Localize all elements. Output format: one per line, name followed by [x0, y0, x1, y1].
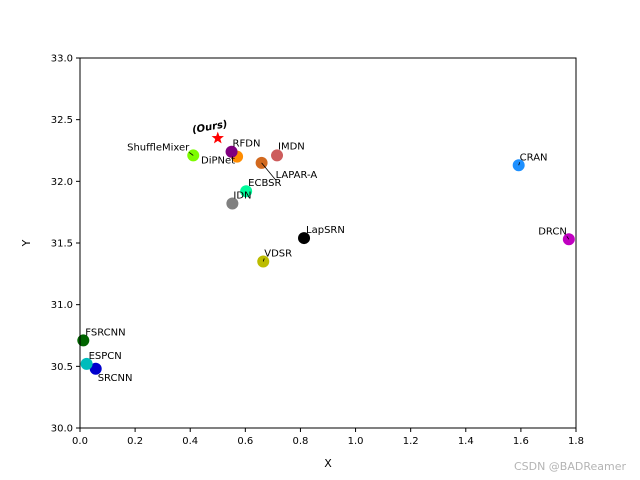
x-tick-label: 0.6 — [237, 436, 253, 447]
x-tick-label: 0.2 — [127, 436, 143, 447]
label-shufflemixer: ShuffleMixer — [127, 142, 190, 153]
label-arrow — [518, 162, 521, 166]
label-lapsrn: LapSRN — [306, 225, 345, 236]
y-tick-label: 32.0 — [51, 177, 73, 188]
x-tick-label: 0.8 — [292, 436, 308, 447]
point-rfdn — [225, 145, 238, 158]
x-axis-label: X — [324, 457, 332, 470]
x-tick-label: 1.0 — [348, 436, 364, 447]
label-espcn: ESPCN — [89, 351, 122, 362]
y-tick-label: 30.0 — [51, 424, 73, 435]
y-tick-label: 30.5 — [51, 362, 73, 373]
y-tick-label: 32.5 — [51, 115, 73, 126]
label-arrow — [189, 152, 194, 156]
y-axis-label: Y — [20, 239, 33, 247]
label-arrow — [566, 236, 570, 240]
y-tick-label: 31.5 — [51, 239, 73, 250]
label-drcn: DRCN — [538, 226, 567, 237]
label-vdsr: VDSR — [264, 249, 292, 260]
label-lapar-a: LAPAR-A — [276, 170, 318, 181]
x-tick-label: 1.2 — [403, 436, 419, 447]
x-tick-label: 1.6 — [513, 436, 529, 447]
y-tick-label: 31.0 — [51, 300, 73, 311]
x-tick-label: 1.8 — [568, 436, 584, 447]
x-axis-ticks: 0.0 0.2 0.4 0.6 0.8 1.0 1.2 1.4 1.6 1.8 — [72, 428, 584, 447]
label-srcnn: SRCNN — [98, 373, 133, 384]
label-dipnet: DiPNet — [201, 156, 235, 167]
label-idn: IDN — [233, 191, 251, 202]
x-tick-label: 0.4 — [182, 436, 198, 447]
label-fsrcnn: FSRCNN — [85, 327, 125, 338]
y-axis-ticks: 30.0 30.5 31.0 31.5 32.0 32.5 33.0 — [51, 54, 80, 435]
label-arrow — [261, 162, 276, 181]
label-arrow — [262, 258, 265, 262]
x-tick-label: 1.4 — [458, 436, 474, 447]
point-srcnn — [89, 362, 102, 375]
point-ours-star — [211, 131, 224, 144]
point-ecbsr — [240, 185, 253, 198]
point-imdn — [271, 149, 284, 162]
y-tick-label: 33.0 — [51, 54, 73, 65]
watermark: CSDN @BADReamer — [513, 460, 626, 473]
label-cran: CRAN — [520, 152, 548, 163]
point-espcn — [80, 357, 93, 370]
label-rfdn: RFDN — [233, 139, 261, 150]
label-imdn: IMDN — [278, 141, 305, 152]
point-idn — [226, 197, 239, 210]
label-ecbsr: ECBSR — [248, 178, 281, 189]
labels-layer: SRCNN ESPCN FSRCNN VDSR LapSRN DRCN CRAN IDN ECB… — [85, 119, 570, 384]
x-tick-label: 0.0 — [72, 436, 88, 447]
point-lapsrn — [298, 232, 311, 245]
